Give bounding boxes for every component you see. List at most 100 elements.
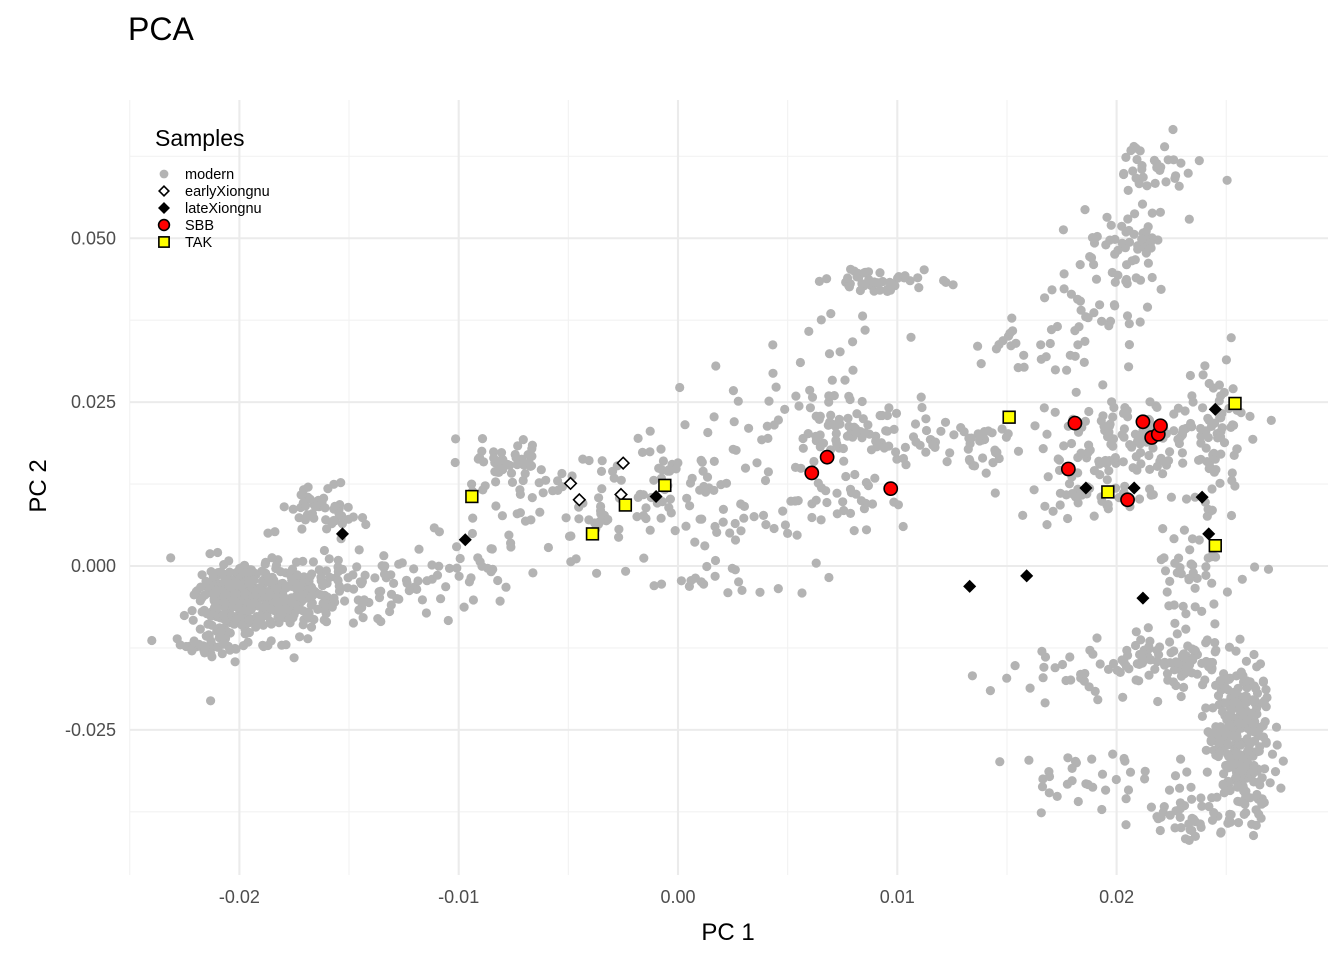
modern-point [1067,776,1077,786]
modern-point [1107,397,1117,407]
modern-point [348,618,358,628]
modern-point [1113,245,1123,255]
lateXiongnu-point [1020,569,1034,583]
modern-point [321,566,331,576]
modern-point [263,577,274,587]
modern-point [343,502,353,512]
modern-point [1142,181,1152,191]
modern-point [1246,708,1256,718]
modern-point [179,610,189,621]
modern-point [1081,312,1091,322]
modern-point [1207,484,1217,494]
modern-point [1220,682,1230,692]
modern-point [1083,779,1093,790]
modern-point [225,567,235,577]
modern-point [1106,220,1116,230]
modern-point [497,511,507,521]
modern-point [506,468,517,478]
modern-point [1097,316,1107,326]
modern-point [1233,818,1244,828]
modern-point [1226,705,1237,715]
modern-point [1066,675,1076,685]
modern-point [1200,675,1210,685]
modern-point [488,564,498,575]
modern-point [798,443,808,453]
modern-point [1036,340,1046,350]
modern-point [884,403,894,413]
modern-point [921,447,931,457]
modern-point [809,456,819,467]
modern-point [1225,721,1235,731]
modern-point [267,553,277,563]
modern-point [324,554,334,564]
modern-point [507,477,518,487]
modern-point [441,582,451,592]
modern-point [397,558,407,568]
modern-point [1181,609,1191,619]
modern-point [614,524,624,534]
modern-point [710,555,721,566]
modern-point [1044,788,1054,798]
modern-point [493,575,503,586]
modern-point [949,430,959,440]
modern-point [535,507,545,517]
modern-point [296,490,306,500]
modern-point [1176,569,1186,579]
modern-point [1119,168,1129,179]
modern-point [288,504,298,514]
modern-point [1158,469,1168,479]
modern-point [906,332,916,342]
modern-point [881,426,891,436]
modern-point [1095,659,1105,669]
modern-point [990,488,1000,498]
modern-point [1144,642,1154,652]
modern-point [981,468,991,478]
lateXiongnu-point [1127,481,1141,495]
modern-point [1036,808,1046,818]
lateXiongnu-point [963,579,977,593]
modern-point [1212,792,1222,802]
modern-point [1122,279,1132,289]
modern-point [978,453,988,463]
modern-point [302,611,312,621]
modern-point [805,385,815,395]
modern-point [1196,438,1206,448]
modern-point [603,514,613,525]
modern-point [238,641,249,651]
modern-point [1236,408,1246,418]
modern-point [1250,696,1260,706]
modern-point [1248,434,1258,444]
modern-point [749,511,759,522]
modern-point [1276,783,1286,793]
modern-point [928,440,938,450]
modern-point [520,469,530,479]
modern-point [334,581,344,591]
modern-point [494,456,504,466]
modern-point [797,588,807,598]
modern-point [1220,698,1231,708]
modern-point [940,417,951,427]
modern-point [702,472,713,482]
modern-point [616,475,626,485]
modern-point [303,482,313,492]
TAK-point [1228,396,1242,411]
modern-point [1188,397,1198,407]
modern-point [758,510,769,520]
modern-point [807,512,817,523]
modern-point [1212,730,1222,740]
modern-point [1124,319,1134,329]
modern-point [243,606,253,616]
modern-point [1194,156,1204,166]
modern-point [1041,352,1051,362]
modern-point [875,410,885,421]
TAK-point [1208,538,1222,553]
modern-point [496,448,507,458]
modern-point [1013,446,1024,456]
modern-point [744,423,754,433]
modern-point [1123,412,1133,422]
modern-point [730,535,741,545]
modern-point [1194,455,1204,465]
lateXiongnu-point [458,533,472,547]
modern-point [1176,158,1186,168]
modern-point [360,570,370,580]
